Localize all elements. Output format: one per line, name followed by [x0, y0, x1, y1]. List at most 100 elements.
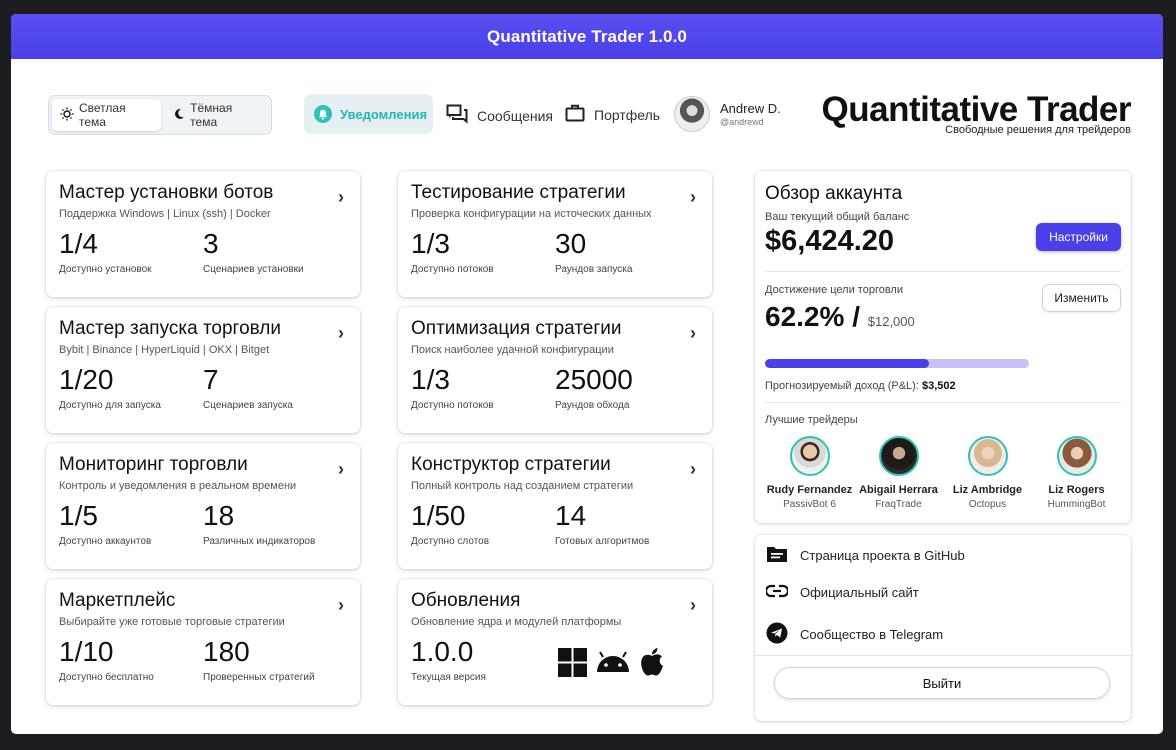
account-overview: Обзор аккаунта Ваш текущий общий баланс … [755, 171, 1131, 523]
bell-icon [314, 105, 332, 123]
stat-value: 180 [203, 636, 250, 667]
platform-icons [558, 647, 665, 682]
stat-label: Доступно установок [59, 264, 152, 275]
stat-value: 3 [203, 228, 219, 259]
stat-label: Доступно для запуска [59, 400, 161, 411]
stat-value: 14 [555, 500, 587, 531]
goal-percent: 62.2% [765, 301, 845, 332]
stat-label: Доступно потоков [411, 264, 494, 275]
moon-icon [173, 108, 185, 123]
card-subtitle: Обновление ядра и модулей платформы [411, 616, 622, 628]
chevron-right-icon: › [338, 595, 344, 615]
light-theme-button[interactable]: Светлая тема [52, 99, 162, 131]
card-strategy-optimization[interactable]: Оптимизация стратегии Поиск наиболее уда… [398, 307, 712, 433]
avatar [1056, 436, 1097, 476]
goal-label: Достижение цели торговли [765, 284, 903, 296]
card-marketplace[interactable]: Маркетплейс Выбирайте уже готовые торгов… [46, 579, 360, 705]
chevron-right-icon: › [690, 595, 696, 615]
card-title: Мониторинг торговли [59, 454, 248, 475]
avatar [789, 436, 830, 476]
card-subtitle: Контроль и уведомления в реальном времен… [59, 480, 297, 492]
stat-label: Готовых алгоритмов [555, 536, 650, 547]
links-panel: Страница проекта в GitHub Официальный са… [755, 535, 1131, 721]
portfolio-label: Портфель [594, 106, 661, 123]
card-subtitle: Bybit | Binance | HyperLiquid | OKX | Bi… [59, 344, 270, 356]
telegram-link[interactable]: Сообщество в Telegram [766, 622, 943, 647]
sun-icon [60, 107, 74, 124]
telegram-link-label: Сообщество в Telegram [800, 627, 944, 642]
user-handle: @andrewd [720, 117, 764, 127]
card-trading-launch[interactable]: Мастер запуска торговли Bybit | Binance … [46, 307, 360, 433]
trader-name: Liz Ambridge [952, 484, 1023, 496]
notifications-button[interactable]: Уведомления [304, 94, 433, 134]
balance-label: Ваш текущий общий баланс [765, 211, 910, 223]
card-title: Маркетплейс [59, 590, 176, 611]
card-subtitle: Полный контроль над созданием стратегии [411, 480, 634, 492]
chevron-right-icon: › [338, 459, 344, 479]
website-link[interactable]: Официальный сайт [764, 584, 919, 601]
theme-switch: Светлая тема Тёмная тема [48, 95, 272, 135]
card-subtitle: Проверка конфигурации на источеских данн… [411, 208, 652, 220]
stat-label: Доступно аккаунтов [59, 536, 152, 547]
trader-item[interactable]: Rudy Fernandez PassivBot 6 [766, 436, 854, 510]
github-link[interactable]: Страница проекта в GitHub [766, 545, 965, 566]
card-strategy-builder[interactable]: Конструктор стратегии Полный контроль на… [398, 443, 712, 569]
settings-button[interactable]: Настройки [1036, 223, 1121, 251]
card-title: Обновления [411, 590, 521, 611]
logout-button[interactable]: Выйти [774, 667, 1110, 699]
notifications-label: Уведомления [340, 106, 428, 122]
stat-label: Текущая версия [411, 672, 486, 683]
top-traders-list: Rudy Fernandez PassivBot 6 Abigail Herra… [765, 436, 1121, 510]
goal-progress-bar [765, 359, 1029, 368]
card-subtitle: Поддержка Windows | Linux (ssh) | Docker [59, 208, 271, 220]
card-bot-install[interactable]: Мастер установки ботов Поддержка Windows… [46, 171, 360, 297]
user-name: Andrew D. [720, 101, 781, 116]
balance-value: $6,424.20 [765, 225, 895, 257]
card-trading-monitoring[interactable]: Мониторинг торговли Контроль и уведомлен… [46, 443, 360, 569]
stat-value: 7 [203, 364, 219, 395]
card-title: Тестирование стратегии [411, 182, 626, 203]
windows-icon [558, 647, 587, 682]
goal-separator: / [852, 301, 860, 332]
goal-target: $12,000 [867, 314, 915, 329]
trader-name: Rudy Fernandez [766, 484, 853, 496]
app-window: Quantitative Trader 1.0.0 Светлая тема Т… [11, 14, 1163, 734]
avatar [674, 96, 710, 132]
card-title: Конструктор стратегии [411, 454, 611, 475]
dark-theme-button[interactable]: Тёмная тема [165, 99, 268, 131]
account-title: Обзор аккаунта [765, 183, 903, 204]
stat-value: 18 [203, 500, 235, 531]
stat-label: Раундов обхода [555, 400, 630, 411]
edit-goal-button[interactable]: Изменить [1042, 284, 1121, 312]
pnl-value: $3,502 [921, 380, 956, 392]
portfolio-button[interactable]: Портфель [565, 104, 660, 125]
stat-value: 1/20 [59, 364, 114, 395]
android-icon [595, 651, 631, 678]
avatar [878, 436, 919, 476]
link-icon [764, 584, 790, 601]
light-theme-label: Светлая тема [79, 101, 126, 129]
stat-value: 1/3 [411, 228, 450, 259]
github-link-label: Страница проекта в GitHub [800, 548, 965, 563]
divider [765, 402, 1121, 403]
card-subtitle: Выбирайте уже готовые торговые стратегии [59, 616, 285, 628]
stat-label: Раундов запуска [555, 264, 633, 275]
stat-label: Различных индикаторов [203, 536, 316, 547]
brand-tagline: Свободные решения для трейдеров [945, 124, 1131, 136]
dark-theme-label: Тёмная тема [190, 101, 233, 129]
trader-item[interactable]: Liz Rogers HummingBot [1033, 436, 1121, 510]
trader-item[interactable]: Abigail Herrara FraqTrade [855, 436, 943, 510]
chevron-right-icon: › [690, 187, 696, 207]
trader-name: Abigail Herrara [859, 484, 938, 496]
pnl-label: Прогнозируемый доход (P&L): [765, 380, 919, 392]
stat-value: 30 [555, 228, 587, 259]
card-strategy-testing[interactable]: Тестирование стратегии Проверка конфигур… [398, 171, 712, 297]
card-updates[interactable]: Обновления Обновление ядра и модулей пла… [398, 579, 712, 705]
chat-icon [446, 104, 468, 127]
stat-label: Сценариев установки [203, 264, 304, 275]
messages-button[interactable]: Сообщения [446, 104, 553, 127]
goal-progress-fill [765, 359, 930, 368]
stat-label: Доступно слотов [411, 536, 490, 547]
trader-item[interactable]: Liz Ambridge Octopus [944, 436, 1032, 510]
user-profile[interactable]: Andrew D. @andrewd [674, 96, 781, 132]
